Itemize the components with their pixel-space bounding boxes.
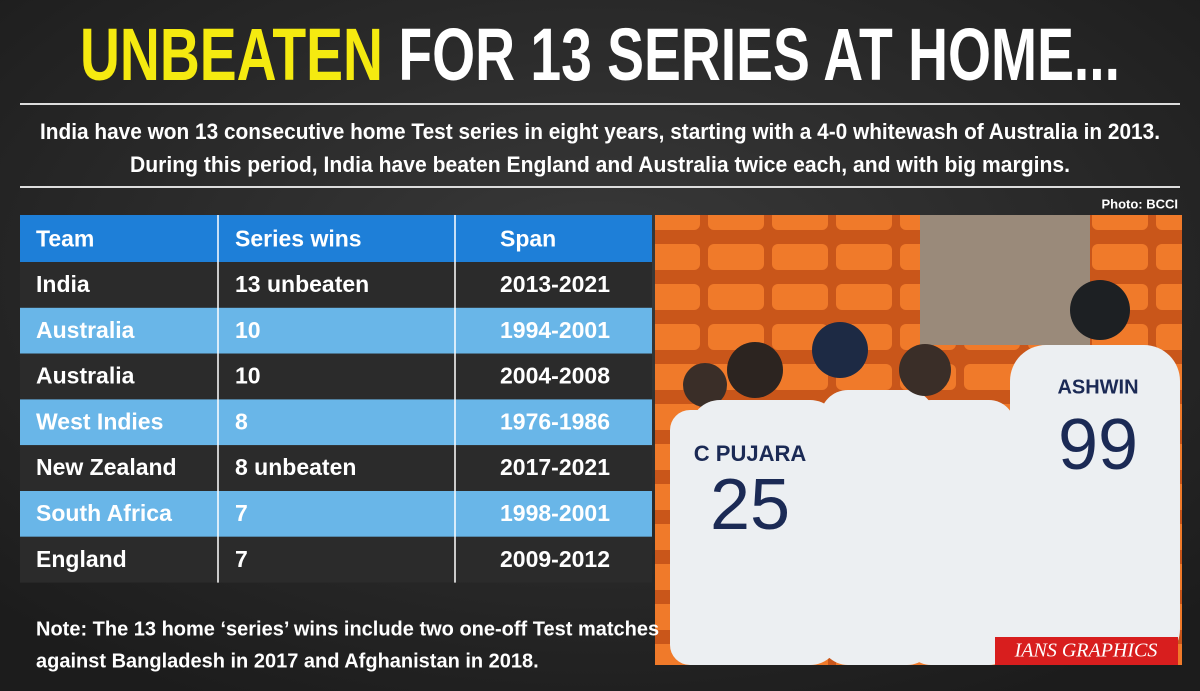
- jersey-name: C PUJARA: [694, 441, 807, 466]
- table-cell: Australia: [36, 317, 135, 343]
- header-row: [20, 215, 652, 262]
- table-row: [20, 307, 652, 354]
- table-cell: 2017-2021: [500, 454, 610, 480]
- table-cell: 2004-2008: [500, 363, 610, 389]
- table-cell: 1998-2001: [500, 500, 610, 526]
- note: Note: The 13 home ‘series’ wins include …: [36, 618, 659, 640]
- table-cell: 2013-2021: [500, 271, 610, 297]
- table-cell: New Zealand: [36, 454, 177, 480]
- table-cell: Australia: [36, 363, 135, 389]
- table-cell: 2009-2012: [500, 546, 610, 572]
- photo-stand: [920, 215, 1090, 345]
- logo: IANS GRAPHICS: [1014, 640, 1158, 662]
- table-cell: West Indies: [36, 408, 163, 434]
- jersey-number: 25: [710, 465, 790, 545]
- table-cell: 7: [235, 546, 248, 572]
- table-cell: South Africa: [36, 500, 172, 526]
- photo-credit: Photo: BCCI: [1101, 196, 1178, 211]
- table-cell: England: [36, 546, 127, 572]
- subtitle: During this period, India have beaten En…: [130, 152, 1070, 177]
- table-row: [20, 491, 652, 537]
- table-row: [20, 536, 652, 583]
- title-rest: FOR 13 SERIES AT HOME...: [398, 13, 1120, 96]
- table-row: [20, 262, 652, 308]
- table-cell: 1994-2001: [500, 317, 610, 343]
- players: [670, 280, 1180, 665]
- table: Team Series wins Span India 13 unbeaten 2013-…: [20, 215, 652, 583]
- table-row: [20, 445, 652, 491]
- column-header: Series wins: [235, 226, 362, 252]
- table-cell: 1976-1986: [500, 408, 610, 434]
- logo-box: [995, 637, 1178, 665]
- title-highlight: UNBEATEN: [80, 13, 383, 96]
- table-cell: 8: [235, 408, 248, 434]
- table-cell: 8 unbeaten: [235, 454, 356, 480]
- title: UNBEATEN FOR 13 SERIES AT HOME...: [80, 13, 1120, 96]
- column-header: Team: [36, 226, 94, 252]
- table-cell: 10: [235, 363, 261, 389]
- table-cell: India: [36, 271, 90, 297]
- column-header: Span: [500, 226, 556, 252]
- table-cell: 7: [235, 500, 248, 526]
- table-row: [20, 399, 652, 446]
- table-row: [20, 353, 652, 400]
- note: against Bangladesh in 2017 and Afghanist…: [36, 650, 539, 672]
- jersey-name: ASHWIN: [1057, 376, 1138, 398]
- table-cell: 13 unbeaten: [235, 271, 369, 297]
- table-cell: 10: [235, 317, 261, 343]
- jersey-number: 99: [1058, 405, 1138, 485]
- subtitle: India have won 13 consecutive home Test …: [40, 119, 1160, 144]
